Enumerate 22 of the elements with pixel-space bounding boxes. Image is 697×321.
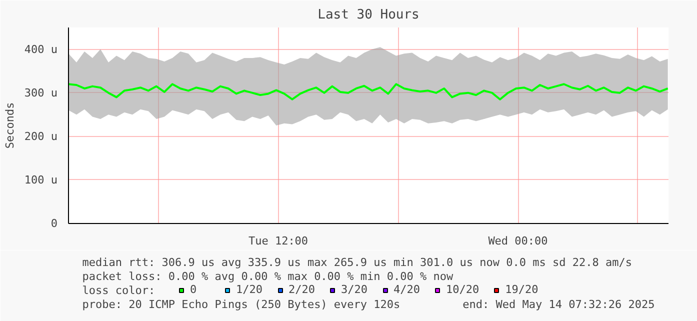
text: median rtt: 306.9 us avg 335.9 us max 265.9 us min 301.0 us now 0.0 ms sd 22.8 am/s bbox=[82, 256, 632, 269]
legend-label: 4/20 bbox=[394, 283, 420, 296]
y-tick-label: 0 bbox=[50, 217, 58, 230]
y-tick-label: 100 u bbox=[24, 173, 58, 186]
y-axis-title: Seconds bbox=[3, 102, 16, 149]
legend-label: 2/20 bbox=[288, 283, 315, 296]
text: end: Wed May 14 07:32:26 2025 bbox=[462, 298, 655, 311]
y-tick-label: 200 u bbox=[24, 130, 58, 143]
text: probe: 20 ICMP Echo Pings (250 Bytes) every 120s bbox=[82, 298, 400, 311]
legend-label: 3/20 bbox=[341, 283, 368, 296]
x-tick-label: Wed 00:00 bbox=[488, 234, 548, 248]
chart-title: Last 30 Hours bbox=[318, 8, 420, 22]
legend-label: 1/20 bbox=[236, 283, 262, 296]
legend-label: 19/20 bbox=[505, 283, 538, 296]
y-tick-label: 300 u bbox=[24, 86, 58, 100]
legend-label: 10/20 bbox=[446, 283, 480, 296]
y-tick-label: 400 u bbox=[24, 42, 58, 56]
line-series bbox=[68, 83, 668, 100]
text: packet loss: 0.00 % avg 0.00 % max 0.00 % min 0.00 % now bbox=[82, 270, 454, 283]
legend-title: loss color: bbox=[82, 284, 156, 297]
legend-label: 0 bbox=[190, 283, 198, 296]
x-tick-label: Tue 12:00 bbox=[248, 234, 308, 248]
